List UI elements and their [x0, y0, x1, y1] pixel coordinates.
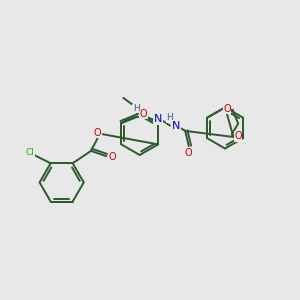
Text: O: O — [109, 152, 117, 162]
Text: H: H — [133, 104, 140, 113]
Text: O: O — [234, 131, 242, 141]
Text: O: O — [223, 104, 231, 114]
Text: Cl: Cl — [26, 148, 34, 158]
Text: N: N — [154, 114, 162, 124]
Text: H: H — [167, 113, 173, 122]
Text: O: O — [184, 148, 192, 158]
Text: O: O — [140, 109, 147, 119]
Text: N: N — [172, 121, 180, 131]
Text: O: O — [94, 128, 101, 138]
